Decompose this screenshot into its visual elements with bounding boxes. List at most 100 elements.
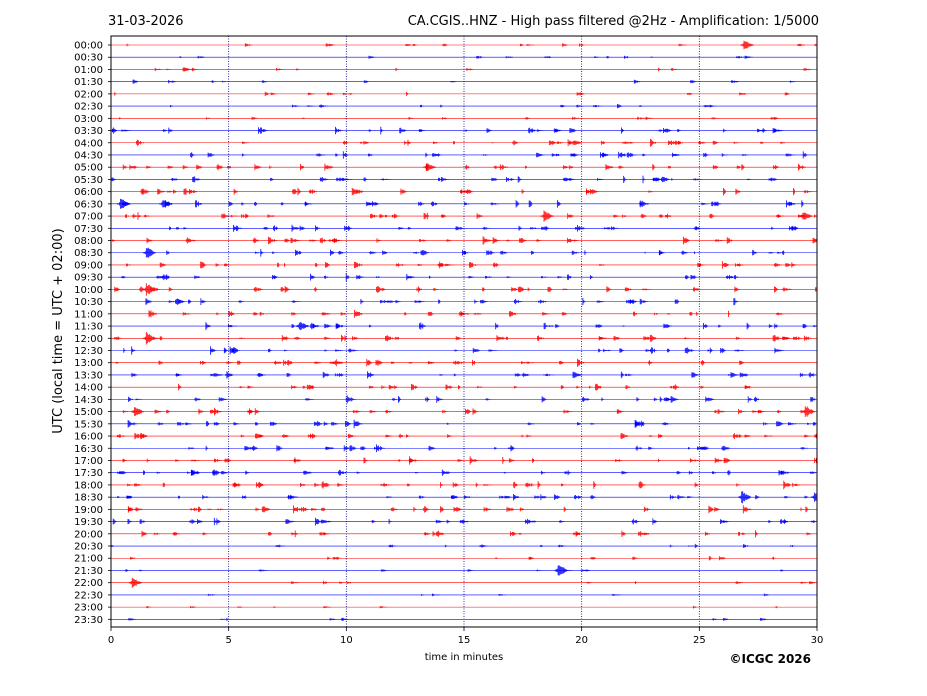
row-time-label: 11:00: [74, 309, 103, 320]
row-time-label: 21:00: [74, 554, 103, 565]
x-tick-label: 5: [225, 635, 231, 646]
x-tick-label: 20: [575, 635, 588, 646]
row-time-label: 05:00: [74, 163, 103, 174]
row-time-label: 22:30: [74, 590, 103, 601]
trace-signal: [122, 456, 818, 465]
row-time-label: 12:00: [74, 334, 103, 345]
row-time-label: 16:00: [74, 432, 103, 443]
trace-signal: [116, 432, 818, 440]
trace-row: [111, 236, 818, 245]
trace-signal: [145, 297, 739, 306]
trace-signal: [136, 138, 787, 147]
row-time-label: 20:00: [74, 529, 103, 540]
chart-title: CA.CGIS..HNZ - High pass filtered @2Hz -…: [408, 14, 819, 29]
x-tick-label: 30: [811, 635, 824, 646]
row-time-label: 08:30: [74, 248, 103, 259]
trace-signal: [121, 273, 738, 282]
trace-row: [111, 138, 817, 147]
trace-signal: [131, 371, 817, 379]
row-time-label: 18:30: [74, 493, 103, 504]
row-time-label: 19:00: [74, 505, 103, 516]
trace-row: [111, 456, 818, 465]
trace-signal: [117, 469, 817, 476]
trace-signal: [141, 530, 815, 538]
trace-signal: [110, 175, 778, 184]
row-time-label: 21:30: [74, 566, 103, 577]
trace-row: [111, 247, 817, 258]
row-time-label: 15:00: [74, 407, 103, 418]
trace-signal: [127, 505, 811, 514]
trace-signal: [179, 55, 755, 59]
date-label: 31-03-2026: [108, 14, 184, 29]
trace-signal: [114, 332, 812, 345]
trace-signal: [112, 236, 818, 245]
trace-signal: [122, 406, 815, 417]
trace-signal: [125, 210, 817, 222]
trace-row: [111, 556, 817, 561]
row-time-label: 04:00: [74, 138, 103, 149]
trace-signal: [146, 605, 778, 609]
trace-signal: [188, 444, 811, 453]
trace-signal: [127, 419, 817, 429]
row-time-label: 16:30: [74, 444, 103, 455]
trace-row: [111, 491, 817, 504]
trace-signal: [128, 395, 817, 404]
row-time-label: 00:00: [74, 41, 103, 52]
trace-signal: [127, 480, 802, 490]
trace-signal: [142, 247, 787, 258]
trace-row: [111, 469, 817, 476]
trace-row: [111, 383, 817, 391]
row-time-label: 13:30: [74, 370, 103, 381]
trace-row: [111, 116, 817, 120]
trace-signal: [140, 187, 814, 196]
row-time-label: 10:00: [74, 285, 103, 296]
trace-row: [111, 480, 817, 490]
row-time-label: 23:00: [74, 603, 103, 614]
trace-signal: [114, 91, 790, 97]
trace-row: [111, 163, 817, 171]
copyright-label: ©ICGC 2026: [729, 652, 811, 666]
trace-signal: [125, 565, 785, 576]
row-time-label: 05:30: [74, 175, 103, 186]
trace-signal: [132, 79, 797, 84]
row-time-label: 06:30: [74, 199, 103, 210]
trace-signal: [148, 310, 786, 318]
row-time-label: 09:30: [74, 273, 103, 284]
trace-signal: [130, 556, 777, 561]
row-time-label: 15:30: [74, 419, 103, 430]
row-time-label: 01:00: [74, 65, 103, 76]
row-time-label: 00:30: [74, 53, 103, 64]
trace-row: [111, 55, 817, 59]
x-axis-label: time in minutes: [425, 652, 504, 663]
x-tick-label: 25: [693, 635, 706, 646]
trace-row: [111, 332, 817, 345]
x-tick-label: 0: [108, 635, 114, 646]
trace-signal: [117, 198, 805, 209]
trace-row: [111, 577, 818, 588]
trace-signal: [205, 322, 818, 330]
row-time-label: 06:00: [74, 187, 103, 198]
trace-row: [111, 346, 817, 355]
row-time-label: 17:00: [74, 456, 103, 467]
row-time-label: 03:30: [74, 126, 103, 137]
row-time-label: 14:00: [74, 383, 103, 394]
row-time-label: 02:00: [74, 89, 103, 100]
trace-row: [111, 261, 817, 269]
minute-gridlines: [228, 36, 700, 627]
row-time-label: 19:30: [74, 517, 103, 528]
row-time-label: 07:00: [74, 212, 103, 223]
row-time-label: 22:00: [74, 578, 103, 589]
row-time-label: 23:30: [74, 615, 103, 626]
trace-row: [111, 605, 817, 609]
trace-signal: [190, 151, 808, 159]
trace-signal: [114, 283, 817, 296]
row-time-label: 10:30: [74, 297, 103, 308]
row-time-label: 02:30: [74, 102, 103, 113]
row-time-label: 11:30: [74, 322, 103, 333]
trace-signal: [128, 577, 818, 588]
row-time-label: 13:00: [74, 358, 103, 369]
trace-signal: [111, 126, 784, 135]
x-axis-ticks: 0 5 10 15 20 25 30: [108, 627, 824, 646]
trace-row: [111, 593, 817, 597]
